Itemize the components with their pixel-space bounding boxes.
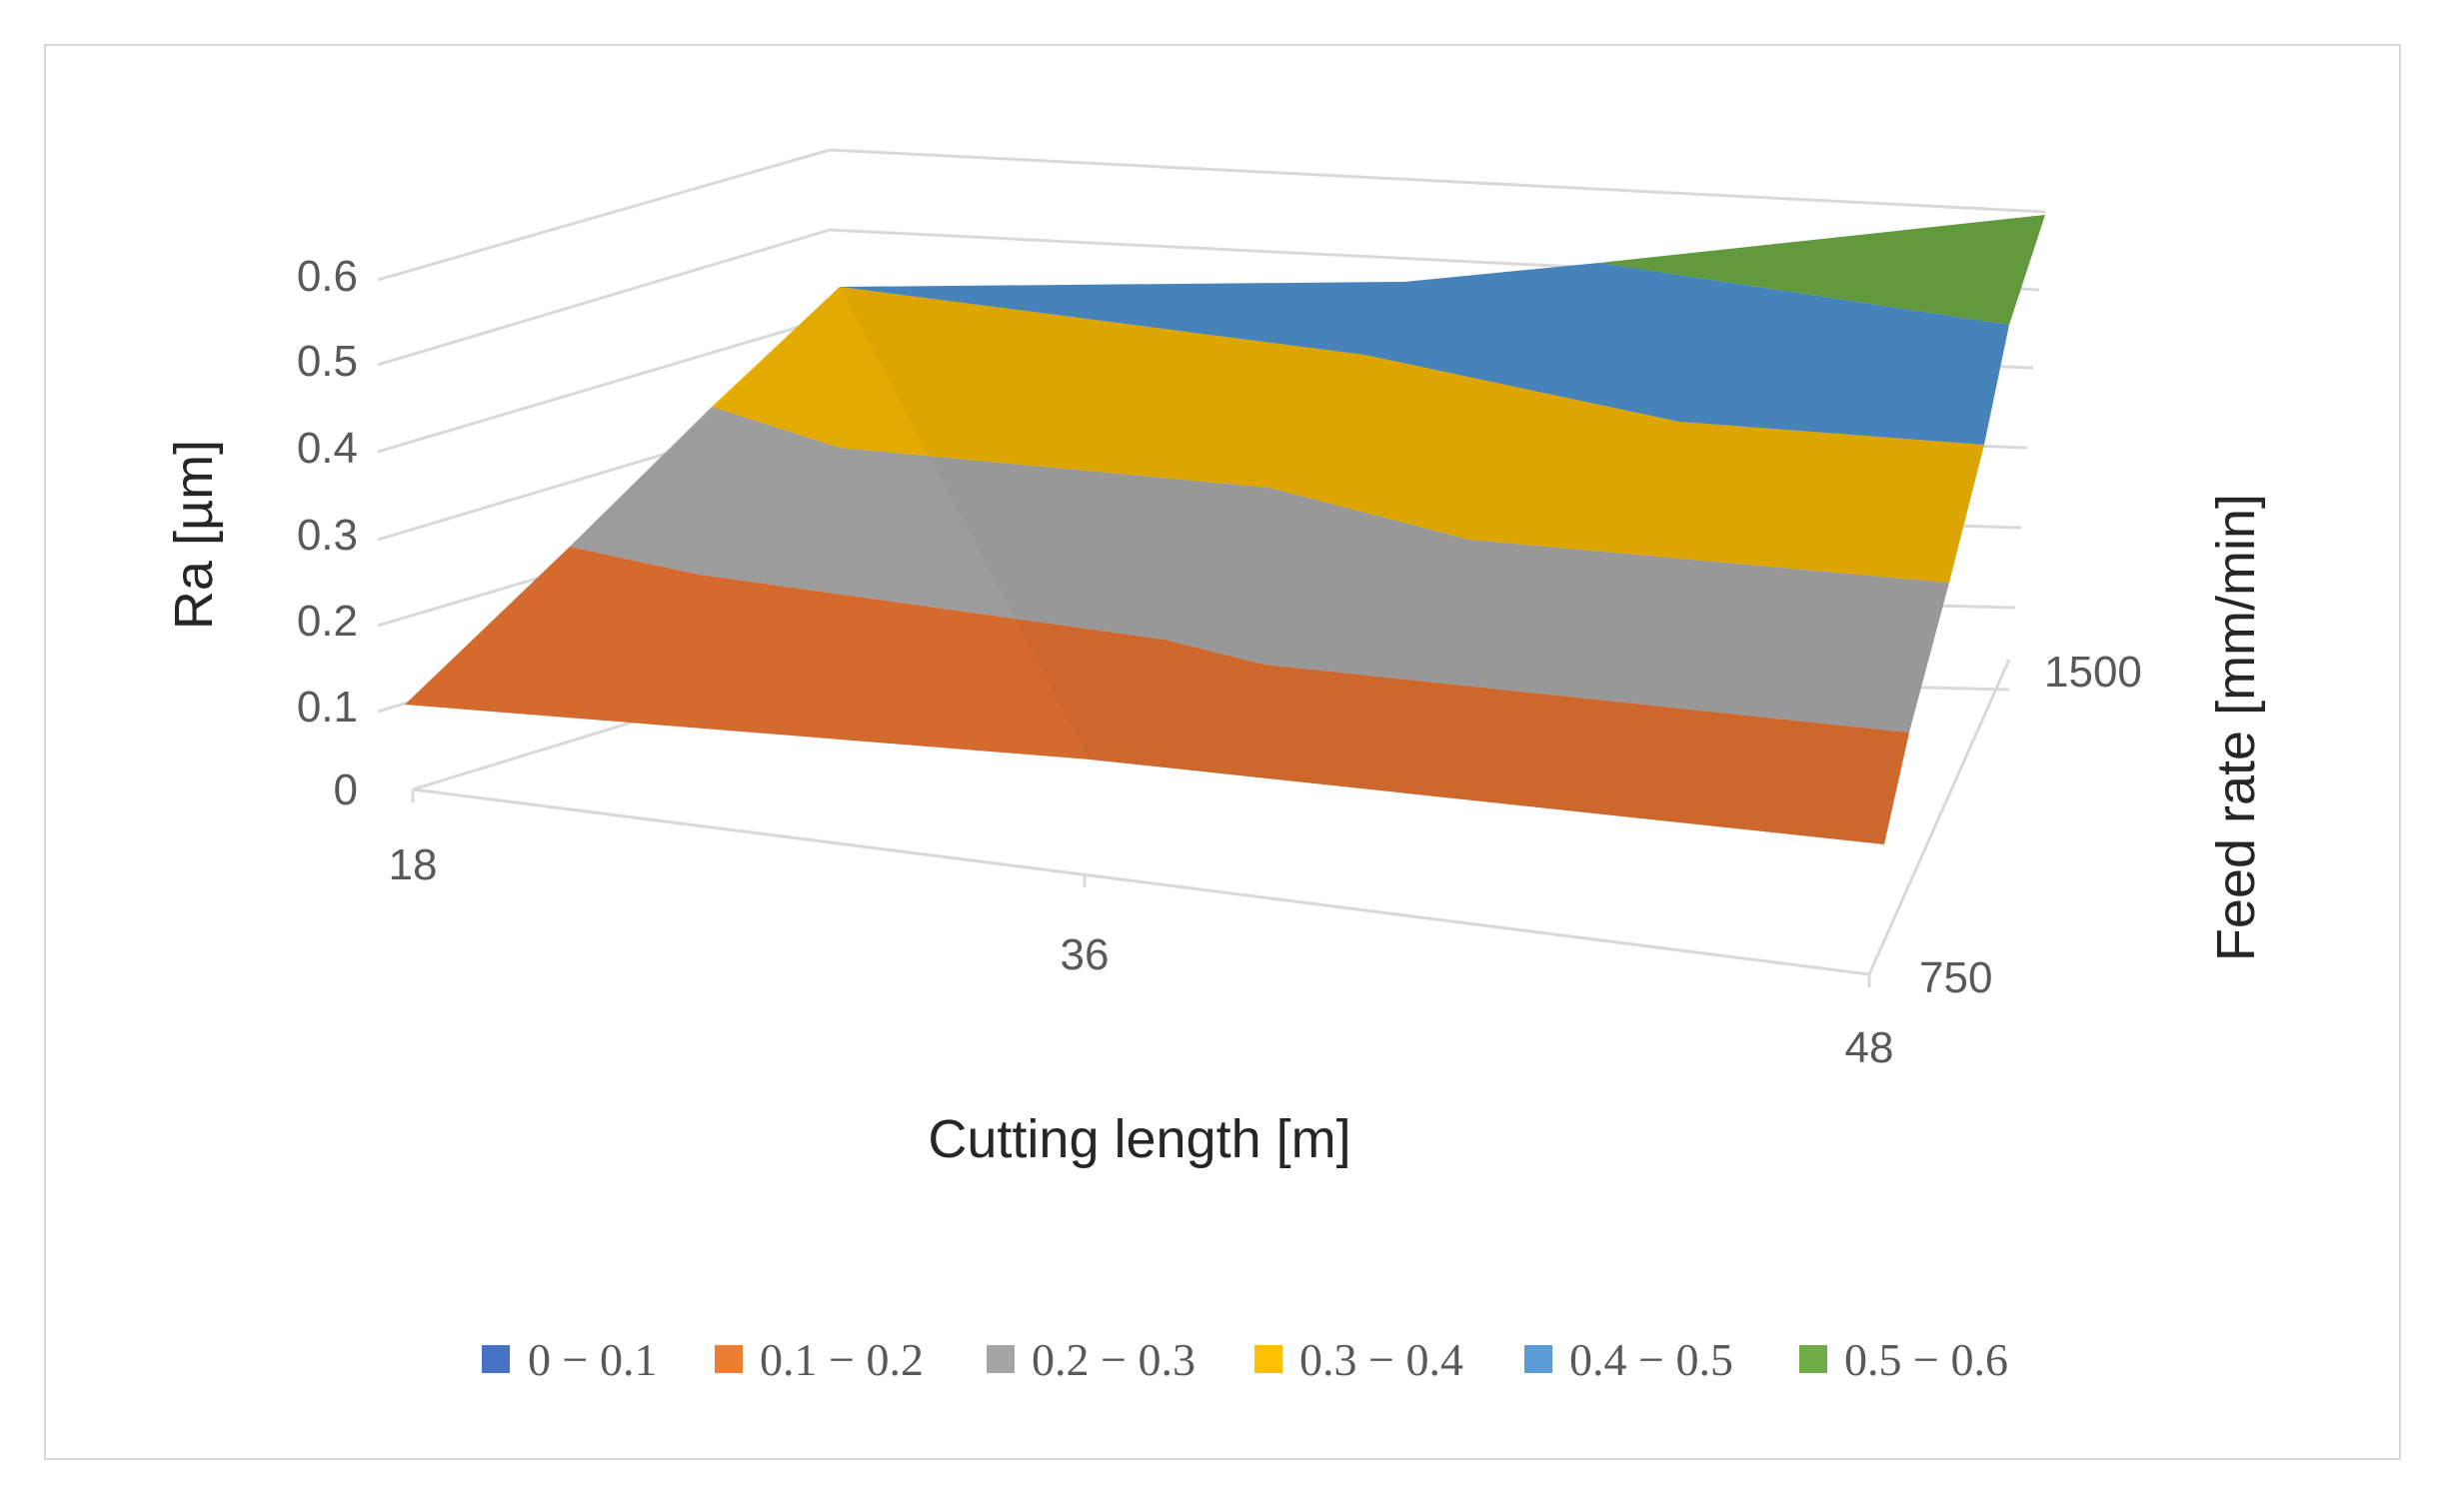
legend-swatch — [1254, 1345, 1282, 1373]
surface-band-0.5-0.6 — [1599, 215, 2045, 325]
depth-tick: 750 — [1919, 953, 1992, 1002]
legend-label: 0.2 − 0.3 — [1032, 1334, 1196, 1385]
legend-label: 0.3 − 0.4 — [1299, 1334, 1463, 1385]
legend-label: 0 − 0.1 — [528, 1334, 657, 1385]
legend-label: 0.4 − 0.5 — [1569, 1334, 1733, 1385]
x-tick: 36 — [1061, 930, 1110, 979]
z-tick: 0.5 — [297, 337, 358, 386]
legend-swatch — [1524, 1345, 1552, 1373]
z-tick: 0.6 — [297, 252, 358, 301]
depth-axis-title: Feed rate [mm/min] — [2206, 494, 2266, 961]
depth-tick: 1500 — [2044, 648, 2142, 697]
legend-label: 0.5 − 0.6 — [1844, 1334, 2008, 1385]
surface-band-0.2-0.3 — [570, 407, 1949, 733]
z-tick: 0 — [334, 765, 358, 814]
surface-band-0.3-0.4 — [712, 287, 1984, 583]
depth-axis: 750 1500 Feed rate [mm/min] — [1919, 494, 2266, 1002]
z-axis-title: Ra [µm] — [164, 440, 224, 630]
legend-swatch — [987, 1345, 1015, 1373]
z-tick: 0.1 — [297, 683, 358, 732]
legend-swatch — [715, 1345, 743, 1373]
z-axis: 0 0.1 0.2 0.3 0.4 0.5 0.6 Ra [µm] — [164, 252, 358, 814]
legend-swatch — [482, 1345, 510, 1373]
x-tick: 18 — [389, 840, 438, 889]
legend-label: 0.1 − 0.2 — [760, 1334, 924, 1385]
surface — [405, 215, 2045, 844]
x-axis: 18 36 48 Cutting length [m] — [389, 840, 1894, 1169]
surface-band-0.4-0.5 — [840, 263, 2009, 445]
x-axis-title: Cutting length [m] — [928, 1109, 1350, 1169]
z-tick: 0.3 — [297, 511, 358, 560]
legend: 0 − 0.1 0.1 − 0.2 0.2 − 0.3 0.3 − 0.4 0.… — [482, 1334, 2008, 1385]
surface-band-0.1-0.2 — [405, 547, 1909, 844]
z-tick: 0.4 — [297, 424, 358, 473]
x-tick: 48 — [1845, 1023, 1894, 1072]
legend-swatch — [1799, 1345, 1827, 1373]
z-tick: 0.2 — [297, 597, 358, 646]
